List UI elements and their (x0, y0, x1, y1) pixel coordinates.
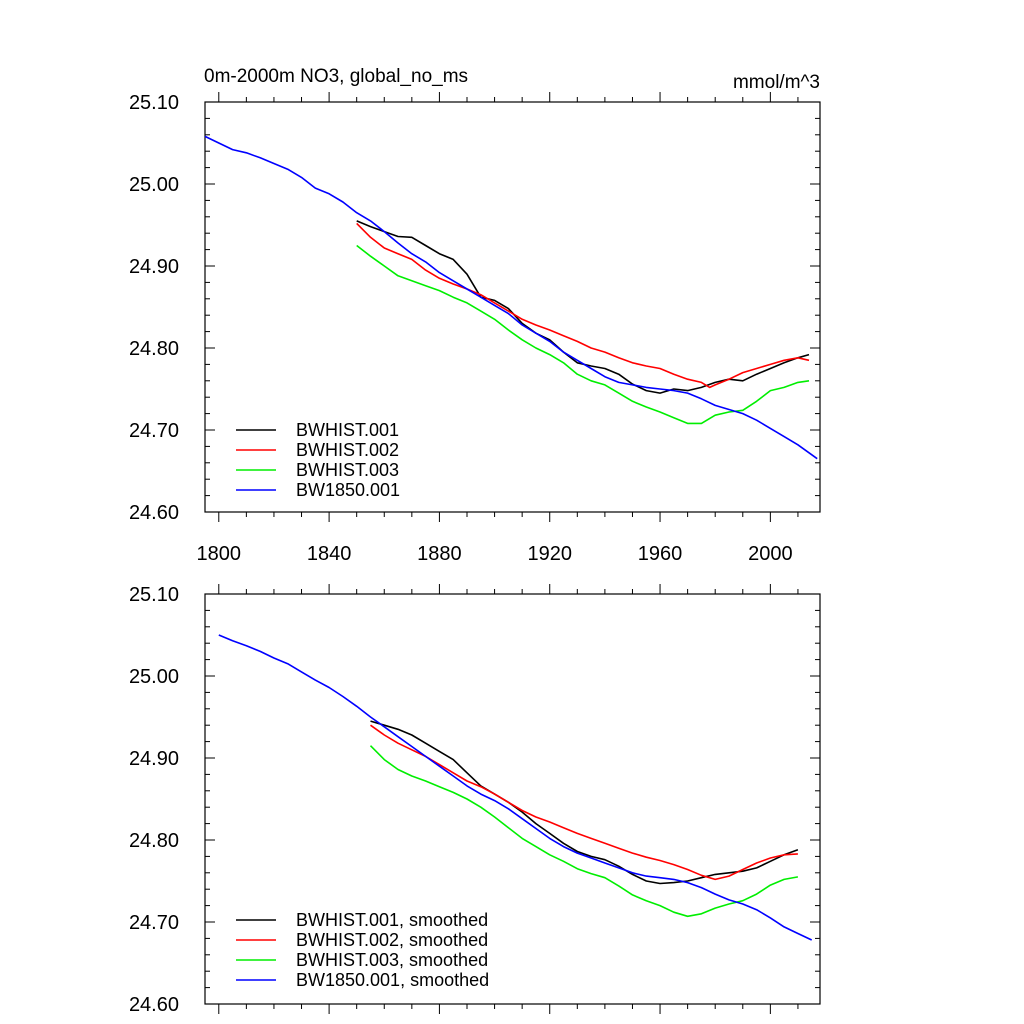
legend-entry: BWHIST.001, smoothed (296, 910, 488, 930)
y-tick-label: 24.70 (129, 420, 179, 442)
series-line-bw1850-001 (204, 135, 818, 460)
legend-entry: BWHIST.003, smoothed (296, 950, 488, 970)
y-tick-label: 24.60 (129, 502, 179, 524)
series-line-bwhist-002 (356, 222, 810, 389)
chart-title: 0m-2000m NO3, global_no_ms (204, 66, 468, 87)
x-tick-label: 1840 (307, 543, 352, 565)
tick-marks (205, 584, 820, 1014)
y-tick-label: 24.90 (129, 748, 179, 770)
tick-marks (205, 92, 820, 522)
series-line-bwhist-002-smoothed (370, 724, 798, 881)
legend-entry: BWHIST.002, smoothed (296, 930, 488, 950)
y-tick-label: 24.90 (129, 256, 179, 278)
y-tick-label: 25.10 (129, 92, 179, 114)
plot-frame (204, 593, 821, 1005)
y-tick-label: 24.60 (129, 994, 179, 1016)
y-tick-label: 25.00 (129, 666, 179, 688)
x-tick-label: 1880 (417, 543, 462, 565)
plot-frame (204, 101, 821, 513)
legend-entry: BW1850.001 (296, 480, 400, 500)
y-tick-label: 25.00 (129, 174, 179, 196)
units-label: mmol/m^3 (733, 72, 820, 93)
y-tick-label: 24.80 (129, 830, 179, 852)
top-chart: 0m-2000m NO3, global_no_ms mmol/m^3 24.6… (129, 66, 821, 565)
y-tick-label: 24.80 (129, 338, 179, 360)
bottom-chart: 24.60 24.70 24.80 24.90 25.00 25.10 BWHIST.001… (129, 584, 821, 1016)
y-tick-label: 24.70 (129, 912, 179, 934)
legend-entry: BW1850.001, smoothed (296, 970, 489, 990)
x-tick-label: 1800 (197, 543, 242, 565)
series-line-bwhist-001-smoothed (370, 720, 799, 885)
x-tick-label: 2000 (748, 543, 793, 565)
x-tick-label: 1960 (638, 543, 683, 565)
legend-entry: BWHIST.002 (296, 440, 399, 460)
series-line-bw1850-001-smoothed (218, 634, 813, 941)
x-tick-label: 1920 (527, 543, 572, 565)
legend-entry: BWHIST.003 (296, 460, 399, 480)
series-line-bwhist-003-smoothed (369, 745, 799, 918)
legend-entry: BWHIST.001 (296, 420, 399, 440)
y-tick-label: 25.10 (129, 584, 179, 606)
